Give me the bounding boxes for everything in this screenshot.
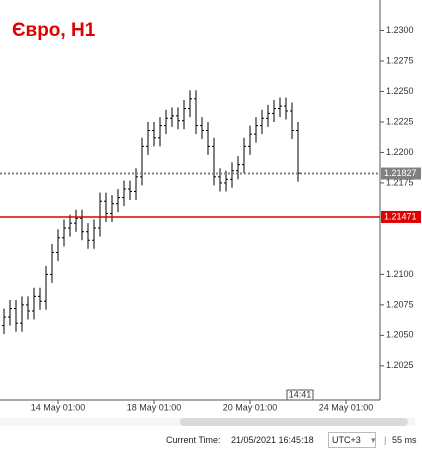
chart-title: Євро, H1 — [12, 20, 96, 41]
x-tick-label: 24 May 01:00 — [319, 402, 374, 412]
crosshair-label: 14:41 — [289, 389, 312, 399]
dropdown-arrow: ▾ — [371, 435, 376, 445]
y-tick-label: 1.2100 — [386, 269, 414, 279]
current-time: 21/05/2021 16:45:18 — [231, 435, 314, 445]
price-label-box — [381, 210, 421, 223]
y-tick-label: 1.2250 — [386, 86, 414, 96]
current-time-label: Current Time: — [166, 435, 221, 445]
price-label: 1.21827 — [384, 168, 417, 178]
crosshair-label-box — [286, 389, 314, 401]
x-tick-label: 14 May 01:00 — [31, 402, 86, 412]
latency: 55 ms — [392, 435, 417, 445]
y-tick-label: 1.2025 — [386, 360, 414, 370]
y-tick-label: 1.2275 — [386, 55, 414, 65]
y-tick-label: 1.2225 — [386, 116, 414, 126]
chart: Євро, H1 1.2300 1.2275 1.2250 1.2225 1.2200 1… — [0, 0, 421, 426]
price-label: 1.21471 — [384, 211, 417, 221]
scroll-track[interactable] — [0, 418, 415, 426]
price-label-box — [381, 167, 421, 180]
x-tick-label: 20 May 01:00 — [223, 402, 278, 412]
y-tick-label: 1.2200 — [386, 147, 414, 157]
x-tick-label: 18 May 01:00 — [127, 402, 182, 412]
y-tick-label: 1.2300 — [386, 25, 414, 35]
y-tick-label: 1.2075 — [386, 299, 414, 309]
timezone-select[interactable]: UTC+3 — [328, 432, 376, 448]
status-bar: Current Time: 21/05/2021 16:45:18 UTC+3 … — [0, 431, 422, 449]
y-tick-label: 1.2050 — [386, 330, 414, 340]
y-tick-label: 1.2175 — [386, 177, 414, 187]
separator: | — [384, 435, 387, 445]
